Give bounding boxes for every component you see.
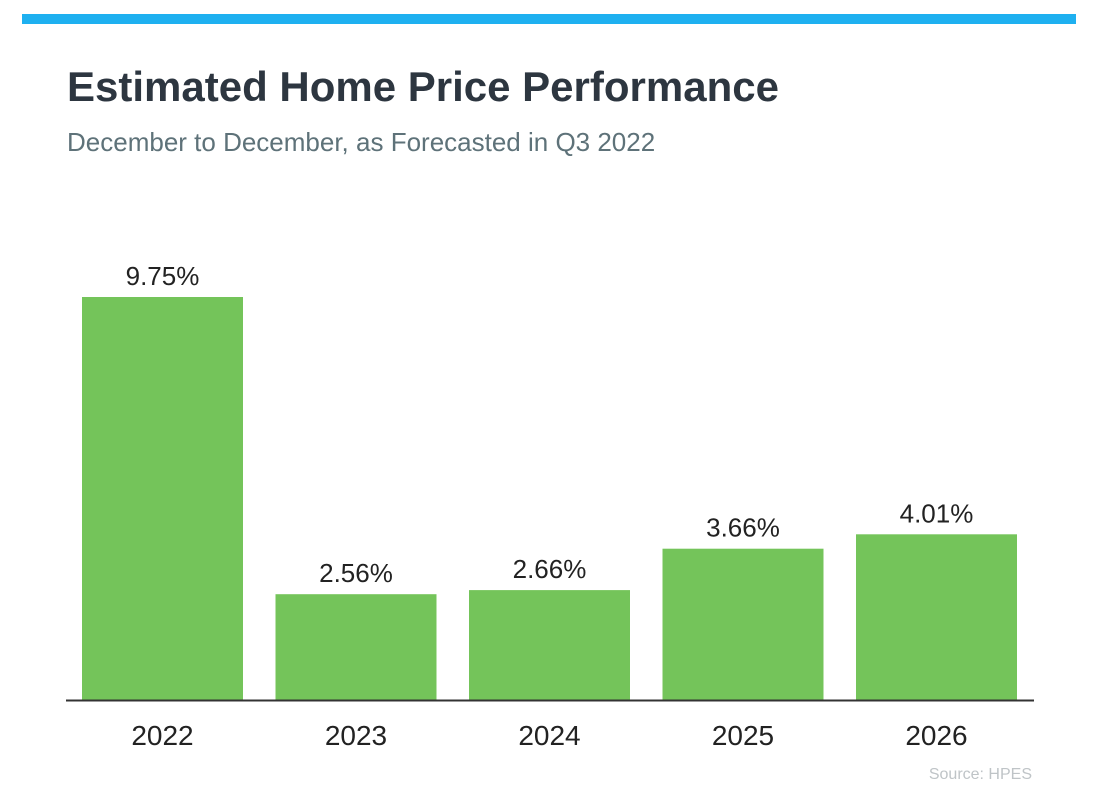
x-tick-label-2026: 2026 xyxy=(905,720,967,751)
accent-top-bar xyxy=(22,14,1076,24)
bar-2022 xyxy=(82,297,243,700)
source-note: Source: HPES xyxy=(928,766,1032,783)
x-tick-label-2025: 2025 xyxy=(712,720,774,751)
x-tick-label-2024: 2024 xyxy=(518,720,580,751)
bar-2024 xyxy=(469,590,630,700)
x-tick-label-2023: 2023 xyxy=(325,720,387,751)
data-label-2024: 2.66% xyxy=(513,554,587,584)
data-label-2025: 3.66% xyxy=(706,513,780,543)
data-label-2023: 2.56% xyxy=(319,558,393,588)
chart-subtitle: December to December, as Forecasted in Q… xyxy=(67,127,656,157)
bar-2025 xyxy=(662,548,824,700)
bar-2026 xyxy=(856,534,1017,700)
data-label-2022: 9.75% xyxy=(126,261,200,291)
data-label-2026: 4.01% xyxy=(900,498,974,528)
chart-title: Estimated Home Price Performance xyxy=(67,63,779,110)
bar-2023 xyxy=(275,594,437,700)
x-tick-label-2022: 2022 xyxy=(131,720,193,751)
